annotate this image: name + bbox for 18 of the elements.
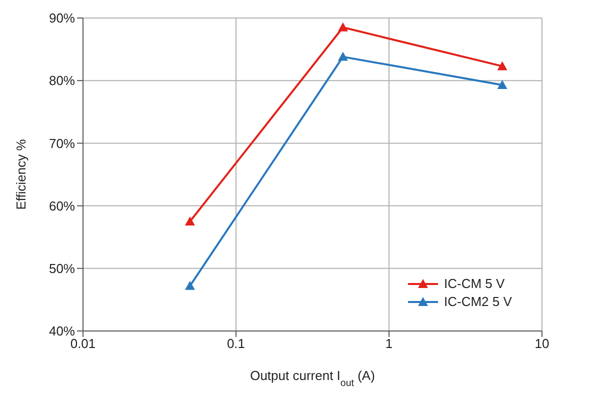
point — [184, 216, 195, 226]
x-tick-label: 0.01 — [70, 336, 96, 352]
y-tick-label: 50% — [48, 261, 76, 276]
y-tick-label: 40% — [48, 324, 76, 339]
x-tick-label: 0.1 — [226, 336, 246, 352]
point — [184, 280, 195, 290]
y-tick-label: 90% — [48, 10, 76, 26]
point — [497, 61, 508, 70]
x-tick-label: 10 — [534, 336, 550, 352]
y-axis-title: Efficiency % — [14, 138, 29, 210]
point — [497, 80, 508, 89]
legend-label: IC-CM 5 V — [444, 276, 505, 291]
y-tick-label: 80% — [48, 73, 76, 88]
x-tick-label: 1 — [385, 336, 393, 352]
y-tick-label: 70% — [48, 136, 76, 151]
x-axis-title: Output current I$_{out}$ (A) — [250, 368, 375, 388]
y-tick-label: 60% — [48, 198, 76, 214]
legend-label: IC-CM2 5 V — [444, 294, 512, 309]
